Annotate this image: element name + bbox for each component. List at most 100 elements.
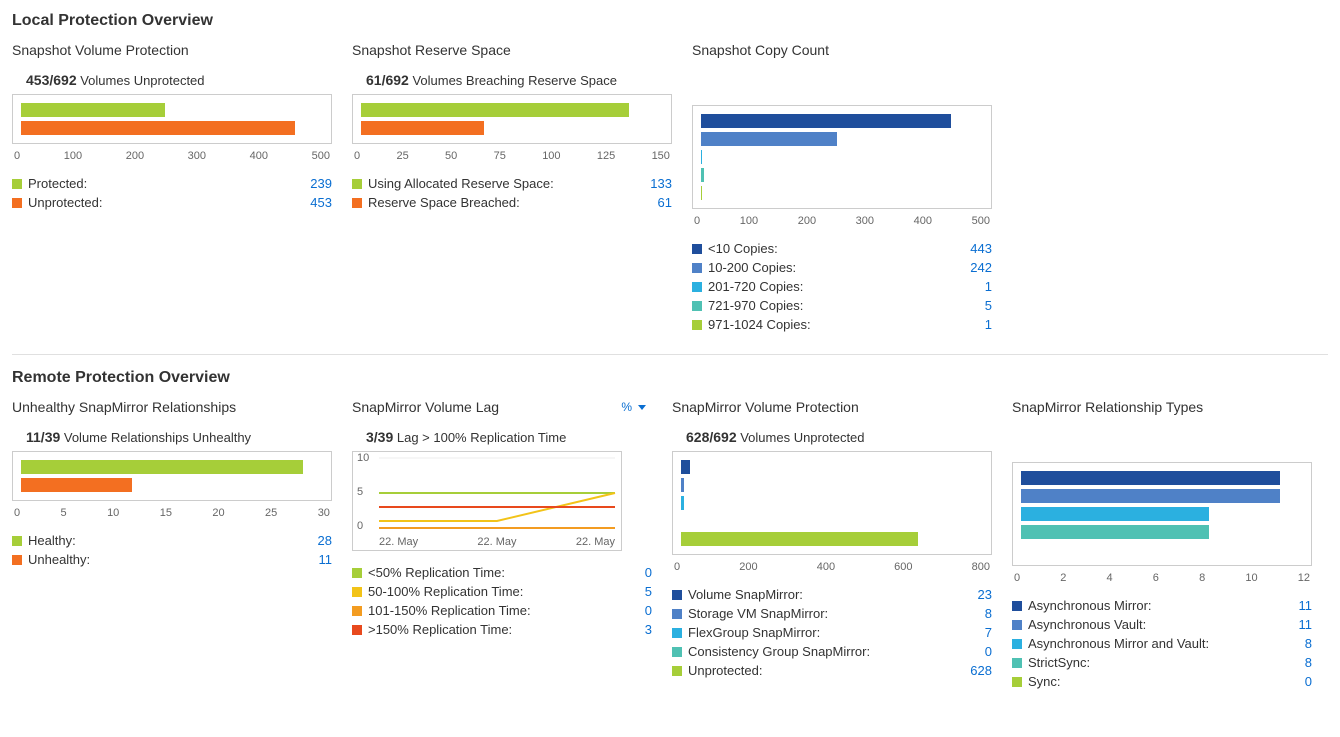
bar [1021, 489, 1303, 503]
legend-item[interactable]: StrictSync:8 [1012, 655, 1312, 670]
legend-value: 3 [616, 622, 652, 637]
legend-swatch [1012, 601, 1022, 611]
legend-item[interactable]: Reserve Space Breached:61 [352, 195, 672, 210]
bar [681, 460, 983, 474]
bar [21, 460, 323, 474]
legend-swatch [692, 282, 702, 292]
legend-value: 7 [956, 625, 992, 640]
legend-item[interactable]: Unprotected:628 [672, 663, 992, 678]
bar [361, 121, 663, 135]
legend-swatch [672, 628, 682, 638]
legend-swatch [12, 198, 22, 208]
legend-value: 628 [956, 663, 992, 678]
legend-value: 1 [956, 317, 992, 332]
y-axis: 1050 [357, 452, 375, 532]
x-axis: 22. May22. May22. May [379, 536, 615, 548]
tick-label: 5 [61, 507, 67, 519]
legend-item[interactable]: Unprotected:453 [12, 195, 332, 210]
summary-rest: Volumes Unprotected [77, 73, 205, 88]
legend-item[interactable]: 201-720 Copies:1 [692, 279, 992, 294]
summary-bold: 628/692 [686, 429, 737, 445]
bar [1021, 471, 1303, 485]
tick-label: 100 [740, 215, 758, 227]
panel-title: Snapshot Volume Protection [12, 42, 332, 58]
panel-usr: Unhealthy SnapMirror Relationships 11/39… [12, 399, 332, 571]
legend-label: Asynchronous Mirror: [1028, 598, 1276, 613]
legend-value: 0 [1276, 674, 1312, 689]
legend-swatch [1012, 620, 1022, 630]
legend-label: 721-970 Copies: [708, 298, 956, 313]
tick-label: 600 [894, 561, 912, 573]
legend-item[interactable]: 50-100% Replication Time:5 [352, 584, 652, 599]
tick-label: 8 [1199, 572, 1205, 584]
panel-srs: Snapshot Reserve Space 61/692 Volumes Br… [352, 42, 672, 214]
tick-label: 300 [856, 215, 874, 227]
line-chart: 1050 22. May22. May22. May [352, 451, 622, 551]
legend-item[interactable]: Asynchronous Mirror and Vault:8 [1012, 636, 1312, 651]
section-divider [12, 354, 1328, 355]
lag-unit-dropdown[interactable]: % [621, 400, 652, 414]
legend-item[interactable]: Volume SnapMirror:23 [672, 587, 992, 602]
summary-bold: 11/39 [26, 429, 60, 445]
legend-label: Asynchronous Vault: [1028, 617, 1276, 632]
legend: Protected:239 Unprotected:453 [12, 176, 332, 210]
legend-item[interactable]: Healthy:28 [12, 533, 332, 548]
tick-label: 125 [597, 150, 615, 162]
bar [681, 514, 983, 528]
tick-label: 4 [1107, 572, 1113, 584]
legend-value: 453 [296, 195, 332, 210]
legend-item[interactable]: Sync:0 [1012, 674, 1312, 689]
tick-label: 50 [445, 150, 457, 162]
tick-label: 30 [318, 507, 330, 519]
legend-swatch [352, 587, 362, 597]
tick-label: 150 [652, 150, 670, 162]
local-row: Snapshot Volume Protection 453/692 Volum… [12, 42, 1328, 336]
bar [21, 103, 323, 117]
bar [681, 496, 983, 510]
legend-item[interactable]: 10-200 Copies:242 [692, 260, 992, 275]
legend-swatch [692, 244, 702, 254]
legend-item[interactable]: 971-1024 Copies:1 [692, 317, 992, 332]
legend-item[interactable]: 721-970 Copies:5 [692, 298, 992, 313]
legend-value: 5 [956, 298, 992, 313]
legend-item[interactable]: FlexGroup SnapMirror:7 [672, 625, 992, 640]
panel-scc: Snapshot Copy Count 0100200300400500 <10… [692, 42, 992, 336]
tick-label: 400 [250, 150, 268, 162]
chart [692, 105, 992, 209]
legend-swatch [1012, 677, 1022, 687]
legend-item[interactable]: Unhealthy:11 [12, 552, 332, 567]
legend: Volume SnapMirror:23 Storage VM SnapMirro… [672, 587, 992, 678]
legend-item[interactable]: Storage VM SnapMirror:8 [672, 606, 992, 621]
summary: 3/39 Lag > 100% Replication Time [366, 429, 652, 445]
legend-item[interactable]: Consistency Group SnapMirror:0 [672, 644, 992, 659]
legend-swatch [352, 625, 362, 635]
bar [681, 478, 983, 492]
legend-swatch [692, 320, 702, 330]
legend-item[interactable]: Protected:239 [12, 176, 332, 191]
legend-item[interactable]: <50% Replication Time:0 [352, 565, 652, 580]
legend-value: 5 [616, 584, 652, 599]
legend-label: <10 Copies: [708, 241, 956, 256]
x-axis: 051015202530 [12, 507, 332, 519]
bar [701, 150, 983, 164]
legend-item[interactable]: <10 Copies:443 [692, 241, 992, 256]
legend-swatch [12, 179, 22, 189]
legend-item[interactable]: Using Allocated Reserve Space:133 [352, 176, 672, 191]
legend-item[interactable]: >150% Replication Time:3 [352, 622, 652, 637]
tick-label: 0 [674, 561, 680, 573]
tick-label: 400 [817, 561, 835, 573]
legend-label: FlexGroup SnapMirror: [688, 625, 956, 640]
legend-swatch [352, 606, 362, 616]
legend-label: >150% Replication Time: [368, 622, 616, 637]
panel-smrt: SnapMirror Relationship Types 024681012 … [1012, 399, 1312, 693]
legend-item[interactable]: Asynchronous Mirror:11 [1012, 598, 1312, 613]
legend-value: 239 [296, 176, 332, 191]
legend-item[interactable]: Asynchronous Vault:11 [1012, 617, 1312, 632]
legend-label: Storage VM SnapMirror: [688, 606, 956, 621]
bar [701, 186, 983, 200]
legend-label: 10-200 Copies: [708, 260, 956, 275]
legend-item[interactable]: 101-150% Replication Time:0 [352, 603, 652, 618]
section-title-remote: Remote Protection Overview [12, 369, 1328, 387]
summary-bold: 61/692 [366, 72, 409, 88]
tick-label: 25 [265, 507, 277, 519]
